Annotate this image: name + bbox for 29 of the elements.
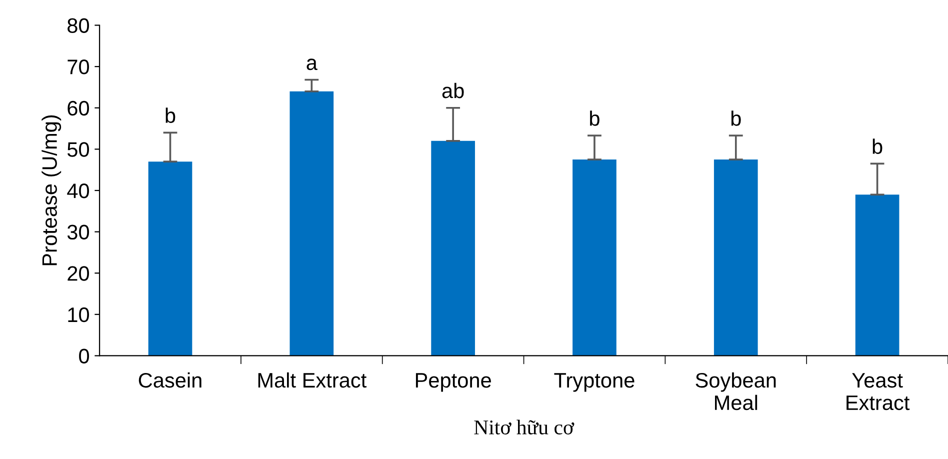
- y-tick-label: 50: [67, 142, 90, 157]
- y-tick-label: 20: [68, 266, 90, 281]
- x-tick-label: Casein: [138, 372, 202, 388]
- y-tick-label: 80: [68, 18, 90, 33]
- annotation: b: [166, 108, 176, 123]
- x-tick-label: Peptone: [416, 373, 491, 392]
- x-tick-label: Soybean Meal: [696, 372, 776, 410]
- annotation: b: [872, 138, 882, 154]
- y-tick-label: 40: [67, 183, 90, 198]
- bar: [431, 140, 475, 356]
- x-axis-title: Nitơ hữu cơ: [474, 420, 574, 434]
- bar: [572, 160, 616, 356]
- x-tick-label: Malt Extract: [258, 372, 366, 388]
- y-tick-label: 0: [79, 348, 90, 364]
- y-axis-title: Protease (U/mg): [42, 115, 62, 266]
- y-tick-label: 70: [68, 60, 90, 74]
- y-tick-label: 30: [67, 224, 90, 240]
- bar: [855, 194, 900, 356]
- bar: [290, 91, 334, 356]
- y-tick-label: 10: [68, 307, 90, 322]
- bar: [714, 160, 758, 356]
- y-tick-label: 60: [68, 100, 90, 116]
- annotation: ab: [442, 82, 464, 98]
- annotation: b: [731, 110, 741, 126]
- x-tick-label: Tryptone: [554, 373, 634, 392]
- annotation: a: [306, 58, 318, 70]
- x-tick-label: Yeast Extract: [846, 373, 910, 410]
- annotation: b: [590, 110, 600, 126]
- bar: [148, 162, 192, 356]
